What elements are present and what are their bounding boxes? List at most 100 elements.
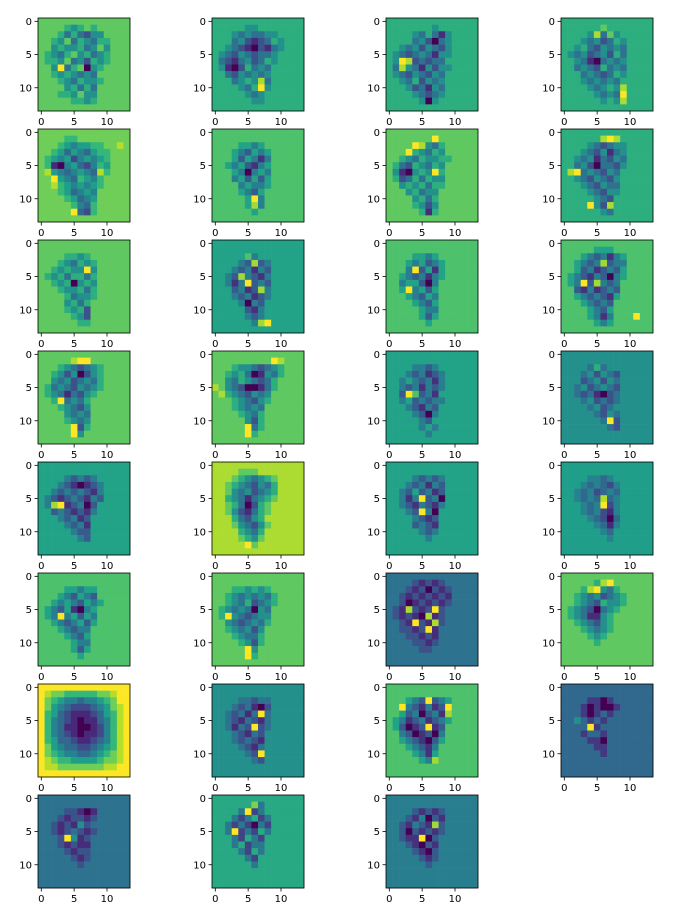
heatmap-cell bbox=[600, 64, 608, 72]
heatmap-cell bbox=[116, 319, 124, 327]
heatmap-cell bbox=[244, 246, 252, 254]
axes-frame bbox=[560, 239, 654, 334]
heatmap-cell bbox=[438, 299, 446, 307]
heatmap-cell bbox=[264, 384, 272, 392]
heatmap-cell bbox=[38, 129, 45, 136]
heatmap-cell bbox=[284, 481, 292, 489]
heatmap-cell bbox=[567, 586, 575, 594]
heatmap-cell bbox=[425, 84, 433, 92]
heatmap-cell bbox=[90, 293, 98, 301]
heatmap-cell bbox=[405, 357, 413, 365]
heatmap-cell bbox=[392, 364, 400, 372]
heatmap-cell bbox=[38, 37, 45, 45]
heatmap-cell bbox=[399, 515, 407, 523]
heatmap-cell bbox=[593, 384, 601, 392]
heatmap-cell bbox=[251, 286, 259, 294]
heatmap-cell bbox=[620, 313, 628, 321]
heatmap-cell bbox=[123, 508, 131, 516]
heatmap-cell bbox=[471, 155, 479, 163]
y-tick-label: 0 bbox=[26, 572, 32, 583]
heatmap-cell bbox=[392, 37, 400, 45]
heatmap-cell bbox=[97, 253, 105, 261]
heatmap-cell bbox=[64, 475, 72, 483]
heatmap-cell bbox=[607, 319, 614, 327]
heatmap-cell bbox=[90, 632, 98, 640]
x-tick-label: 0 bbox=[212, 450, 218, 461]
heatmap-cell bbox=[258, 77, 265, 85]
heatmap-cell bbox=[212, 586, 219, 594]
heatmap-cell bbox=[451, 548, 459, 556]
heatmap-cell bbox=[593, 44, 601, 52]
heatmap-cell bbox=[620, 326, 628, 334]
heatmap-cell bbox=[97, 51, 105, 59]
heatmap-cell bbox=[405, 253, 413, 261]
heatmap-cell bbox=[405, 18, 413, 25]
heatmap-cell bbox=[110, 599, 118, 607]
heatmap-cell bbox=[639, 71, 647, 79]
heatmap-cell bbox=[633, 417, 641, 425]
heatmap-cell bbox=[271, 71, 279, 79]
heatmap-cell bbox=[626, 135, 634, 143]
heatmap-cell bbox=[464, 508, 472, 516]
heatmap-cell bbox=[471, 135, 479, 143]
heatmap-cell bbox=[412, 619, 420, 627]
heatmap-cell bbox=[471, 639, 479, 647]
heatmap-cell bbox=[77, 619, 85, 627]
heatmap-cell bbox=[97, 632, 105, 640]
heatmap-cell bbox=[633, 364, 641, 372]
heatmap-cell bbox=[90, 37, 98, 45]
heatmap-cell bbox=[458, 397, 466, 405]
heatmap-cell bbox=[418, 646, 426, 654]
heatmap-cell bbox=[633, 351, 641, 358]
heatmap-cell bbox=[425, 646, 433, 654]
heatmap-cell bbox=[587, 293, 595, 301]
heatmap-cell bbox=[399, 306, 407, 314]
heatmap-cell bbox=[392, 24, 400, 32]
heatmap-cell bbox=[574, 293, 582, 301]
heatmap-cell bbox=[70, 462, 78, 469]
heatmap-cell bbox=[225, 148, 233, 156]
heatmap-cell bbox=[103, 528, 111, 536]
heatmap-cell bbox=[451, 313, 459, 321]
heatmap-cell bbox=[277, 586, 285, 594]
heatmap-cell bbox=[432, 606, 439, 614]
heatmap-cell bbox=[392, 31, 400, 39]
heatmap-cell bbox=[264, 240, 272, 247]
heatmap-cell bbox=[425, 18, 433, 25]
heatmap-cell bbox=[271, 462, 279, 469]
heatmap-cell bbox=[567, 299, 575, 307]
heatmap-cell bbox=[399, 606, 407, 614]
heatmap-cell bbox=[70, 535, 78, 543]
heatmap-cell bbox=[593, 370, 601, 378]
heatmap-cell bbox=[620, 430, 628, 438]
heatmap-cell bbox=[561, 462, 568, 469]
heatmap-cell bbox=[445, 188, 453, 196]
heatmap-cell bbox=[620, 528, 628, 536]
heatmap-cell bbox=[44, 299, 52, 307]
heatmap-cell bbox=[231, 77, 239, 85]
heatmap-cell bbox=[600, 142, 608, 150]
heatmap-cell bbox=[57, 182, 65, 190]
heatmap-cell bbox=[445, 91, 453, 99]
heatmap-cell bbox=[103, 266, 111, 274]
heatmap-cell bbox=[425, 424, 433, 432]
heatmap-cell bbox=[238, 313, 246, 321]
heatmap-cell bbox=[639, 535, 647, 543]
heatmap-cell bbox=[574, 148, 582, 156]
heatmap-cell bbox=[412, 319, 420, 327]
heatmap-cell bbox=[574, 390, 582, 398]
heatmap-cell bbox=[412, 215, 420, 223]
heatmap-cell bbox=[600, 253, 608, 261]
heatmap-cell bbox=[271, 240, 279, 247]
heatmap-cell bbox=[607, 501, 614, 509]
heatmap-cell bbox=[567, 632, 575, 640]
heatmap-cell bbox=[567, 424, 575, 432]
heatmap-cell bbox=[258, 182, 265, 190]
heatmap-cell bbox=[297, 541, 305, 549]
heatmap-cell bbox=[607, 286, 614, 294]
heatmap-cell bbox=[284, 384, 292, 392]
heatmap-cell bbox=[445, 162, 453, 170]
heatmap-cell bbox=[405, 430, 413, 438]
heatmap-cell bbox=[613, 541, 621, 549]
heatmap-cell bbox=[297, 84, 305, 92]
